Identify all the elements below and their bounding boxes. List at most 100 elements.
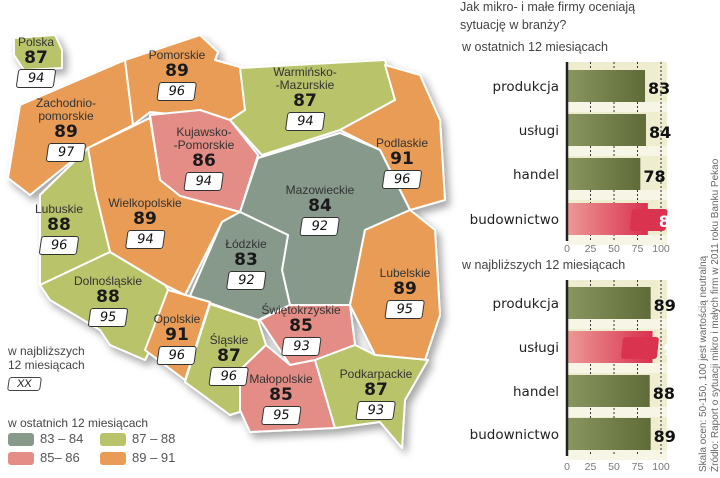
data-label: 89 — [654, 296, 676, 315]
national-label: Polska 87 94 — [15, 35, 57, 88]
chart-band — [567, 102, 667, 112]
region-label: Podkarpackie 87 93 — [339, 367, 413, 420]
legend-swatch — [100, 452, 126, 465]
region-name: Małopolskie — [249, 372, 313, 386]
category-label: usługi — [519, 123, 559, 139]
region-label: Dolnośląskie 88 95 — [74, 275, 142, 327]
region-name: Dolnośląskie — [73, 274, 143, 288]
legend-last-label: w ostatnich 12 miesiącach — [8, 416, 149, 430]
region-name: Kujawsko- -Pomorskie — [173, 125, 235, 152]
bar — [567, 70, 646, 102]
region-last12-value: 86 — [192, 151, 216, 171]
highlight-badge — [629, 209, 668, 231]
legend-range-label: 87 – 88 — [132, 431, 176, 446]
x-tick-label: 100 — [652, 243, 670, 255]
data-label: 89 — [654, 427, 676, 446]
bar — [567, 418, 651, 450]
bar — [567, 158, 641, 190]
region-label: Śląskie 87 96 — [208, 333, 250, 386]
region-name: Świętokrzyskie — [261, 303, 341, 317]
x-tick-label: 25 — [585, 243, 597, 255]
chart-band — [567, 407, 667, 417]
region-label: Lubuskie 88 96 — [35, 203, 83, 255]
region-label: Pomorskie 89 96 — [148, 48, 206, 101]
region-last12-value: 91 — [165, 325, 189, 345]
region-name: Wielkopolskie — [108, 196, 182, 210]
region-last12-value: 83 — [234, 250, 258, 270]
region-last12-value: 89 — [54, 122, 78, 142]
region-name: Lubuskie — [34, 202, 84, 216]
legend-swatch — [8, 452, 34, 465]
x-tick-label: 100 — [652, 461, 670, 473]
data-label: 86 — [659, 212, 681, 231]
region-shape[interactable] — [349, 209, 441, 361]
region-name: Warmińsko- -Mazurskie — [273, 65, 337, 92]
region-last12-value: 89 — [133, 209, 157, 229]
region-label: Podlaskie 91 96 — [376, 137, 428, 189]
region-last12-value: 89 — [393, 279, 417, 299]
x-tick-label: 75 — [632, 243, 644, 255]
source-note: Źródło: Raport o sytuacji mikro i małych… — [710, 158, 720, 472]
chart2-title: w najbliższych 12 miesiącach — [462, 258, 626, 272]
region-label: Warmińsko- -Mazurskie 87 94 — [273, 66, 337, 131]
category-label: budownictwo — [470, 212, 559, 228]
region-label: Mazowieckie 84 92 — [286, 184, 354, 236]
legend-range-label: 89 – 91 — [132, 450, 176, 465]
region-last12-value: 88 — [96, 287, 120, 307]
region-name: Podkarpackie — [339, 367, 413, 381]
x-tick-label: 75 — [632, 461, 644, 473]
region-name: Śląskie — [209, 333, 249, 347]
x-tick-label: 50 — [608, 461, 620, 473]
region-name: Pomorskie — [148, 48, 206, 62]
region-name: Polska — [17, 35, 55, 49]
region-label: Opolskie 91 96 — [153, 312, 201, 365]
chart-band — [567, 319, 667, 329]
region-shape[interactable] — [314, 344, 429, 449]
chart-band — [567, 190, 667, 200]
category-label: produkcja — [493, 296, 559, 312]
chart-band — [567, 146, 667, 156]
region-last12-value: 85 — [289, 316, 313, 336]
region-label: Małopolskie 85 95 — [249, 372, 313, 425]
region-label: Łódzkie 83 92 — [225, 238, 267, 290]
region-last12-value: 87 — [217, 346, 241, 366]
region-label: Zachodnio- pomorskie 89 97 — [36, 97, 96, 162]
data-label: 91 — [663, 340, 685, 359]
bar — [567, 287, 651, 319]
region-last12-value: 84 — [308, 196, 332, 216]
region-last12-value: 88 — [47, 215, 71, 235]
legend-next-label: w najbliższych 12 miesiącach — [8, 344, 85, 372]
x-tick-label: 50 — [608, 243, 620, 255]
region-last12-value: 87 — [293, 91, 317, 111]
category-label: budownictwo — [470, 427, 559, 443]
x-tick-label: 25 — [585, 461, 597, 473]
category-label: usługi — [519, 340, 559, 356]
x-tick-label: 0 — [564, 243, 570, 255]
region-name: Podlaskie — [375, 136, 429, 150]
data-label: 83 — [648, 79, 670, 98]
scale-note: Skala ocen: 50-150, 100 jest wartością n… — [698, 255, 709, 472]
legend-range-label: 85– 86 — [40, 450, 80, 465]
region-last12-value: 87 — [24, 48, 48, 68]
national-shape — [13, 34, 63, 71]
region-label: Świętokrzyskie 85 93 — [261, 303, 341, 356]
chart-band — [567, 235, 667, 245]
highlight-badge — [621, 337, 659, 359]
category-label: handel — [513, 167, 559, 183]
region-last12-value: 85 — [269, 385, 293, 405]
region-name: Opolskie — [153, 312, 201, 326]
region-last12-value: 87 — [364, 380, 388, 400]
legend-swatch — [100, 433, 126, 446]
bar — [567, 114, 646, 146]
region-last12-value: 91 — [390, 149, 414, 169]
legend-range-label: 83 – 84 — [40, 431, 84, 446]
data-label: 78 — [643, 167, 665, 186]
legend-swatch — [8, 433, 34, 446]
chart-title: Jak mikro- i małe firmy oceniają sytuacj… — [460, 0, 636, 32]
x-tick-label: 0 — [564, 461, 570, 473]
region-label: Lubelskie 89 95 — [380, 267, 430, 319]
region-name: Zachodnio- pomorskie — [35, 96, 97, 123]
region-shape[interactable] — [39, 251, 176, 361]
chart-band — [567, 450, 667, 460]
region-last12-value: 89 — [165, 61, 189, 81]
